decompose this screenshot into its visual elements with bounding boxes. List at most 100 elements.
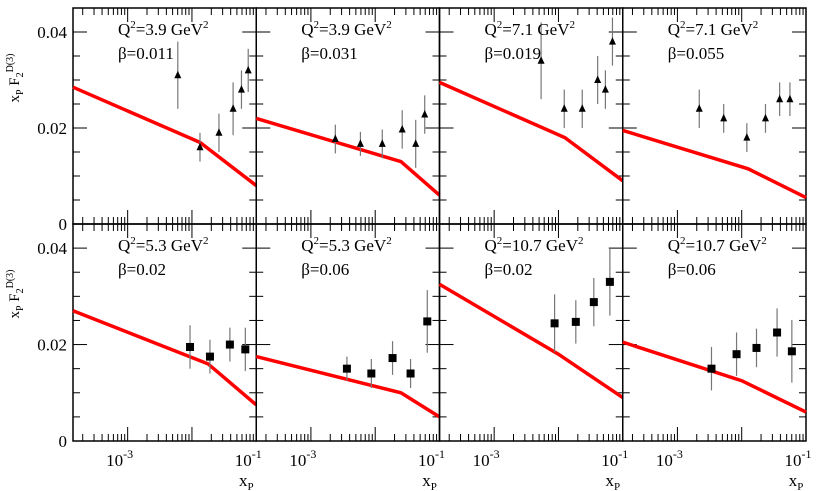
data-point-triangle	[398, 124, 406, 133]
data-point-triangle	[560, 104, 568, 112]
x-tick-label: 10-1	[601, 447, 628, 470]
data-point-square	[186, 342, 195, 351]
model-curve	[622, 340, 807, 414]
x-tick-label: 10-3	[106, 447, 133, 470]
data-point-square	[423, 317, 432, 326]
legend-beta: β=0.055	[668, 44, 725, 63]
panel-1: Q2=3.9 GeV2 β=0.011 0 0.02 0.04 xP F2D(3)	[5, 7, 258, 234]
x-tick-label: 10-1	[235, 447, 262, 470]
x-axis-label: xP	[422, 471, 437, 491]
y-tick-label: 0.04	[37, 239, 67, 258]
data-point-square	[589, 298, 598, 307]
x-tick-label: 10-1	[418, 447, 445, 470]
data-point-triangle	[378, 139, 386, 147]
data-point-square	[406, 369, 415, 378]
legend-beta: β=0.019	[485, 44, 542, 63]
data-point-triangle	[331, 134, 339, 143]
data-point-square	[571, 317, 580, 326]
legend-q2: Q2=10.7 GeV2	[485, 235, 584, 255]
panel-6: Q2=5.3 GeV2 β=0.06 10-3 10-1xP	[255, 223, 445, 491]
data-point-triangle	[594, 75, 602, 83]
data-point-triangle	[229, 104, 237, 112]
data-point-triangle	[695, 104, 703, 112]
data-point-square	[707, 364, 716, 373]
x-tick-label: 10-3	[656, 447, 683, 470]
x-tick-label: 10-1	[785, 447, 812, 470]
data-point-triangle	[601, 85, 609, 93]
legend-beta: β=0.06	[668, 260, 716, 279]
panel-frame	[72, 223, 257, 442]
panel-7: Q2=10.7 GeV2 β=0.02 10-3 10-1xP	[438, 223, 628, 491]
panel-frame	[438, 7, 624, 225]
data-point-square	[205, 352, 214, 361]
data-point-square	[342, 364, 351, 373]
legend-q2: Q2=7.1 GeV2	[485, 19, 575, 39]
y-tick-label: 0	[59, 215, 68, 234]
panel-frame	[255, 223, 441, 442]
data-point-triangle	[761, 113, 769, 122]
data-point-triangle	[356, 139, 364, 147]
panel-4: Q2=7.1 GeV2 β=0.055	[622, 7, 807, 225]
panel-frame	[255, 7, 441, 225]
panel-frame	[72, 7, 257, 225]
panel-frame	[622, 223, 807, 442]
legend-q2: Q2=3.9 GeV2	[118, 19, 208, 39]
model-curve	[438, 282, 624, 400]
legend-beta: β=0.011	[118, 44, 174, 63]
data-point-square	[225, 340, 234, 349]
data-point-square	[241, 345, 250, 354]
model-curve	[255, 116, 441, 197]
model-curve	[438, 80, 624, 183]
data-point-triangle	[720, 113, 728, 122]
x-tick-label: 10-3	[473, 447, 500, 470]
legend-q2: Q2=7.1 GeV2	[668, 19, 758, 39]
legend-q2: Q2=3.9 GeV2	[301, 19, 391, 39]
data-point-square	[367, 369, 376, 378]
legend-q2: Q2=5.3 GeV2	[301, 235, 391, 255]
panel-5: Q2=5.3 GeV2 β=0.02 10-3 10-1xP 0 0.02 0.04 xP F…	[5, 223, 262, 491]
model-curve	[72, 85, 258, 187]
data-point-triangle	[412, 139, 420, 147]
data-point-triangle	[174, 70, 182, 79]
data-point-square	[752, 343, 761, 352]
data-point-square	[550, 319, 559, 328]
data-point-square	[732, 350, 741, 359]
data-point-square	[787, 347, 796, 356]
data-point-square	[605, 277, 614, 286]
data-point-triangle	[196, 142, 204, 151]
y-axis-label: xP F2D(3)	[5, 269, 26, 318]
y-tick-label: 0.04	[37, 23, 67, 42]
model-curve	[72, 309, 258, 407]
data-point-triangle	[776, 94, 784, 103]
data-point-triangle	[786, 94, 794, 103]
legend-beta: β=0.02	[118, 260, 166, 279]
x-axis-label: xP	[605, 471, 620, 491]
x-axis-label: xP	[789, 471, 804, 491]
data-point-triangle	[537, 56, 545, 64]
data-point-triangle	[578, 104, 586, 112]
legend-beta: β=0.031	[301, 44, 358, 63]
data-point-triangle	[215, 128, 223, 136]
panel-3: Q2=7.1 GeV2 β=0.019	[438, 7, 624, 225]
legend-q2: Q2=10.7 GeV2	[668, 235, 767, 255]
data-point-triangle	[244, 65, 252, 74]
data-point-triangle	[421, 110, 429, 118]
data-point-triangle	[237, 85, 245, 93]
y-axis-label: xP F2D(3)	[5, 53, 26, 102]
x-axis-label: xP	[239, 471, 254, 491]
panel-frame	[622, 7, 807, 225]
legend-q2: Q2=5.3 GeV2	[118, 235, 208, 255]
legend-beta: β=0.06	[301, 260, 349, 279]
y-tick-label: 0	[59, 432, 68, 451]
data-point-triangle	[608, 37, 616, 45]
panel-2: Q2=3.9 GeV2 β=0.031	[255, 7, 441, 225]
model-curve	[622, 128, 807, 200]
model-curve	[255, 354, 441, 419]
panel-8: Q2=10.7 GeV2 β=0.06 10-3 10-1xP	[622, 223, 812, 491]
y-tick-label: 0.02	[37, 336, 67, 355]
data-point-square	[388, 354, 397, 363]
data-point-square	[773, 328, 782, 337]
legend-beta: β=0.02	[485, 260, 533, 279]
panel-frame	[438, 223, 624, 442]
